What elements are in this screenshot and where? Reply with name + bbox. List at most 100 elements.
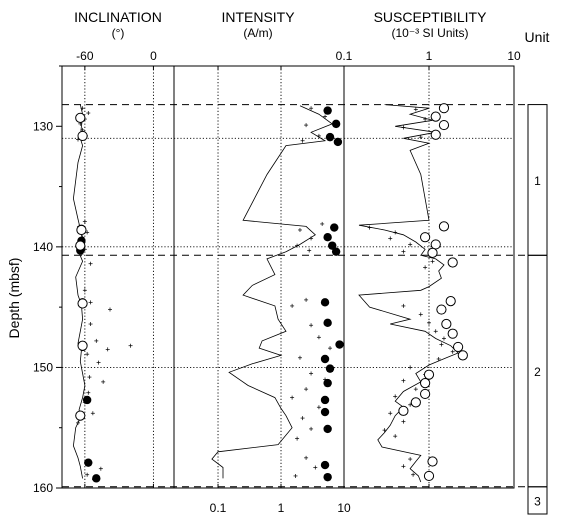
intensity-filled-point bbox=[330, 223, 339, 232]
intensity-cross-point bbox=[309, 323, 314, 328]
intensity-cross-point bbox=[295, 436, 300, 441]
depth-tick-label: 130 bbox=[33, 119, 53, 133]
susceptibility-open-point bbox=[441, 318, 452, 330]
inclination-filled-point bbox=[82, 395, 92, 405]
intensity-cross-point bbox=[297, 355, 302, 360]
susceptibility-cross-point bbox=[408, 365, 413, 370]
susceptibility-tick-label: 1 bbox=[426, 49, 433, 63]
intensity-cross-point bbox=[297, 227, 302, 232]
susceptibility-cross-point bbox=[393, 394, 398, 399]
intensity-filled-point bbox=[333, 137, 343, 147]
susceptibility-cross-point bbox=[413, 107, 418, 112]
inclination-cross-point bbox=[80, 106, 85, 111]
intensity-cross-point bbox=[304, 123, 309, 128]
susceptibility-cross-point bbox=[382, 428, 387, 433]
susceptibility-cross-point bbox=[427, 320, 431, 325]
intensity-filled-point bbox=[325, 132, 335, 142]
susceptibility-open-point bbox=[438, 119, 450, 131]
susceptibility-cross-point bbox=[418, 135, 423, 140]
intensity-filled-point bbox=[323, 424, 332, 434]
susceptibility-open-point bbox=[427, 456, 438, 467]
susceptibility-cross-point bbox=[401, 378, 406, 383]
intensity-filled-point bbox=[323, 378, 332, 388]
susceptibility-open-point bbox=[447, 328, 458, 339]
susceptibility-cross-point bbox=[450, 349, 455, 354]
panel-frame-inclination bbox=[61, 65, 175, 489]
susceptibility-cross-point bbox=[393, 434, 398, 439]
susceptibility-unit: (10⁻³ SI Units) bbox=[391, 26, 468, 40]
intensity-filled-point bbox=[320, 460, 330, 470]
intensity-cross-point bbox=[290, 395, 295, 400]
susceptibility-open-point bbox=[436, 304, 447, 315]
inclination-open-point bbox=[75, 240, 86, 251]
intensity-cross-point bbox=[309, 371, 314, 376]
inclination-unit: (°) bbox=[112, 26, 125, 40]
intensity-tick-label: 10 bbox=[337, 501, 351, 515]
susceptibility-open-point bbox=[398, 405, 409, 416]
intensity-trace-line bbox=[211, 105, 334, 479]
susceptibility-open-point bbox=[423, 470, 435, 482]
intensity-cross-point bbox=[323, 114, 328, 119]
inclination-filled-point bbox=[84, 458, 93, 467]
inclination-cross-point bbox=[82, 219, 87, 224]
intensity-cross-point bbox=[304, 455, 309, 460]
susceptibility-open-point bbox=[447, 257, 458, 268]
inclination-cross-point bbox=[94, 338, 99, 343]
unit-box-3 bbox=[527, 486, 548, 515]
susceptibility-cross-point bbox=[408, 242, 413, 247]
inclination-open-point bbox=[77, 340, 88, 351]
susceptibility-cross-point bbox=[401, 303, 406, 308]
susceptibility-cross-point bbox=[430, 259, 435, 264]
inclination-cross-point bbox=[96, 360, 101, 365]
intensity-filled-point bbox=[323, 106, 332, 115]
susceptibility-open-point bbox=[430, 111, 441, 122]
susceptibility-open-point bbox=[438, 103, 450, 114]
inclination-open-point bbox=[75, 112, 86, 123]
intensity-tick-label: 1 bbox=[278, 501, 285, 515]
inclination-tick-label: 0 bbox=[150, 49, 157, 63]
intensity-cross-point bbox=[300, 138, 305, 143]
inclination-cross-point bbox=[86, 111, 91, 116]
intensity-filled-point bbox=[331, 247, 341, 256]
susceptibility-open-point bbox=[423, 369, 435, 380]
inclination-cross-point bbox=[128, 343, 133, 348]
susceptibility-cross-point bbox=[423, 117, 428, 122]
susceptibility-open-point bbox=[420, 232, 431, 243]
susceptibility-tick-label: 10 bbox=[507, 49, 521, 63]
inclination-cross-point bbox=[85, 472, 90, 477]
susceptibility-trace-line bbox=[358, 104, 459, 483]
intensity-cross-point bbox=[316, 405, 321, 410]
susceptibility-open-point bbox=[445, 296, 456, 307]
susceptibility-cross-point bbox=[393, 230, 398, 235]
susceptibility-cross-point bbox=[441, 336, 446, 341]
inclination-cross-point bbox=[88, 261, 93, 266]
intensity-cross-point bbox=[309, 236, 314, 241]
intensity-cross-point bbox=[313, 465, 318, 470]
intensity-filled-point bbox=[320, 354, 330, 364]
intensity-filled-point bbox=[323, 472, 332, 482]
intensity-cross-point bbox=[300, 416, 305, 421]
inclination-cross-point bbox=[88, 300, 93, 305]
susceptibility-cross-point bbox=[408, 457, 413, 462]
inclination-tick-label: -60 bbox=[76, 49, 94, 63]
susceptibility-cross-point bbox=[439, 342, 444, 347]
intensity-filled-point bbox=[320, 395, 330, 405]
susceptibility-cross-point bbox=[401, 249, 406, 254]
inclination-open-point bbox=[77, 130, 88, 142]
inclination-open-point bbox=[76, 224, 87, 236]
intensity-cross-point bbox=[290, 303, 295, 308]
inclination-cross-point bbox=[101, 379, 106, 384]
intensity-filled-point bbox=[328, 241, 337, 250]
susceptibility-cross-point bbox=[401, 464, 406, 469]
susceptibility-open-point bbox=[438, 221, 450, 232]
susceptibility-open-point bbox=[430, 129, 441, 140]
inclination-cross-point bbox=[98, 466, 103, 471]
intensity-cross-point bbox=[316, 335, 321, 340]
susceptibility-cross-point bbox=[388, 236, 393, 241]
intensity-filled-point bbox=[331, 119, 341, 129]
intensity-cross-point bbox=[328, 346, 333, 351]
intensity-title: INTENSITY bbox=[221, 9, 295, 25]
intensity-tick-label: 0.1 bbox=[210, 501, 227, 515]
inclination-cross-point bbox=[87, 375, 92, 380]
susceptibility-cross-point bbox=[367, 225, 372, 230]
